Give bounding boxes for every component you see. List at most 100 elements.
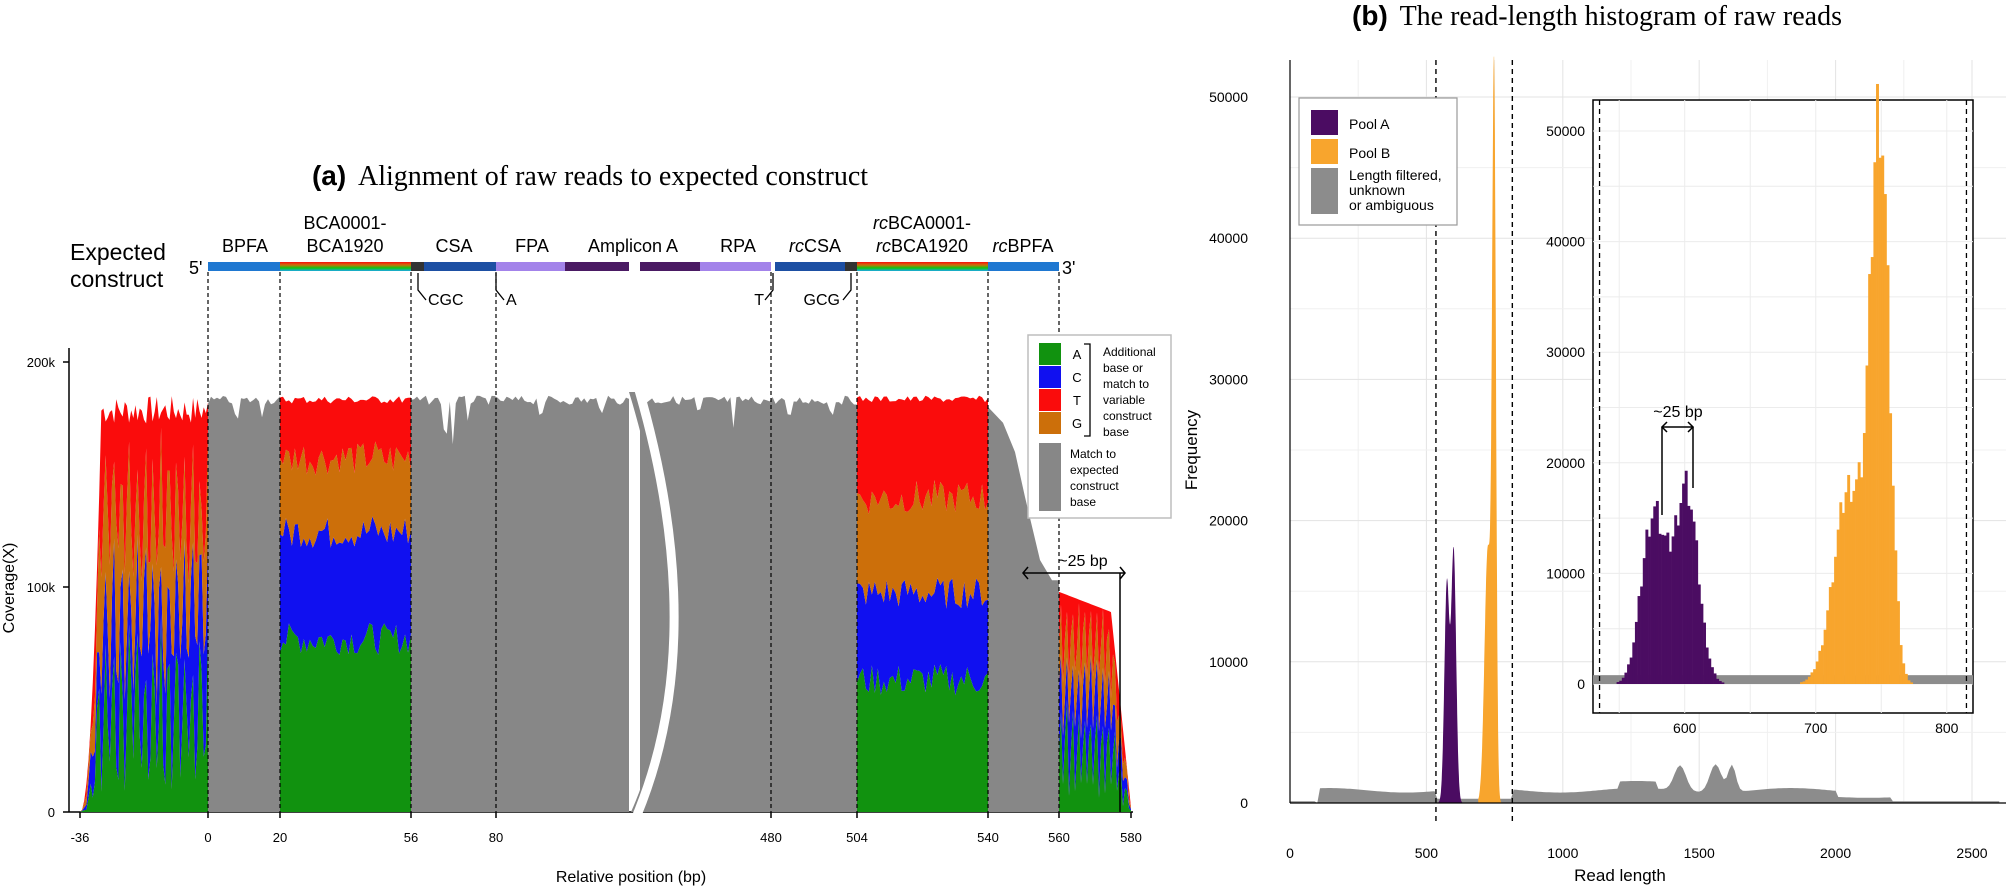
legend-swatch-match <box>1039 443 1061 511</box>
inset-bar-pool-b <box>1891 485 1895 684</box>
inset-bar-pool-a <box>1634 621 1638 684</box>
coverage-ramp-left-0 <box>80 614 208 812</box>
inset-bar-pool-b <box>1868 274 1872 684</box>
legend-swatch-pool-a <box>1311 110 1338 135</box>
y-tick-label-b: 0 <box>1240 795 1248 811</box>
inset-bar-pool-a <box>1692 521 1696 684</box>
region-name: BCA0001- <box>303 213 386 233</box>
construct-segment-rpa <box>700 262 771 271</box>
inset-bar-pool-a <box>1616 682 1620 684</box>
coverage-layer-C <box>280 516 411 655</box>
panel-b: (b) The read-length histogram of raw rea… <box>1182 0 2006 885</box>
y-tick-label-b: 40000 <box>1209 230 1248 246</box>
amplicon-break-mark <box>629 262 637 271</box>
construct-label-line1: Expected <box>70 239 166 265</box>
inset-bar-pool-b <box>1899 645 1903 684</box>
region-name: BCA1920 <box>306 236 383 256</box>
coverage-ramp-left-2 <box>80 427 208 812</box>
legend-match-text: base <box>1070 495 1096 509</box>
region-name: CSA <box>804 236 841 256</box>
inset-y-tick-label: 0 <box>1577 676 1585 692</box>
x-tick-label-b: 500 <box>1415 845 1439 861</box>
inset-bar-pool-a <box>1703 622 1706 684</box>
legend-label-pool-b: Pool B <box>1349 145 1390 161</box>
inset-bar-pool-a <box>1676 525 1680 684</box>
coverage-match-rpa-csa <box>640 395 857 812</box>
construct-segment-bca <box>280 262 411 271</box>
inset-bar-pool-a <box>1679 502 1683 684</box>
construct-labels: BPFA BCA0001- BCA1920 CSA FPA Amplicon A RPA rc… <box>222 213 1054 256</box>
y-tick-label-b: 50000 <box>1209 89 1248 105</box>
y-tick-label: 0 <box>48 805 55 820</box>
x-tick-label-b: 1500 <box>1684 845 1715 861</box>
coverage-layer-C <box>857 577 988 696</box>
inset-bar-pool-a <box>1697 584 1701 684</box>
inset-bar-pool-b <box>1876 83 1879 685</box>
inset-bar-pool-b <box>1813 669 1817 684</box>
callout-gcg-leader <box>842 273 852 301</box>
x-tick-label: 0 <box>204 830 211 845</box>
inset-bar-pool-a <box>1621 677 1625 684</box>
y-tick-label: 100k <box>27 580 56 595</box>
inset-bar-pool-b <box>1907 680 1911 684</box>
legend-letter-C: C <box>1072 370 1081 385</box>
inset-bar-pool-b <box>1802 681 1806 684</box>
callout-cgc-leader <box>417 273 427 301</box>
inset-bar-pool-a <box>1674 515 1678 684</box>
construct-segment-amplicon-right <box>640 262 700 271</box>
legend-variable-text: base <box>1103 425 1129 439</box>
legend-variable-text: match to <box>1103 377 1149 391</box>
coverage-match-decline <box>988 407 1059 812</box>
inset-bar-pool-b <box>1831 582 1835 684</box>
region-label-bpfa: BPFA <box>222 236 268 256</box>
construct-segment-cgc <box>411 262 424 271</box>
inset-bar-pool-b <box>1860 477 1864 684</box>
coverage-ramp-left-3 <box>80 396 208 812</box>
construct-3prime: 3' <box>1062 258 1075 278</box>
inset-bar-pool-b <box>1889 413 1893 684</box>
region-label-bca-line2: BCA1920 <box>306 236 383 256</box>
coverage-ramp-right-1 <box>1059 654 1131 811</box>
x-tick-label-b: 2500 <box>1956 845 1987 861</box>
panel-a-xlabel: Relative position (bp) <box>556 869 706 886</box>
coverage-ramp-left-1 <box>80 534 208 812</box>
inset-bar-pool-a <box>1708 658 1712 684</box>
region-label-amp: Amplicon A <box>588 236 678 256</box>
construct-segment-bpfa <box>208 262 280 271</box>
inset-bar-pool-b <box>1883 194 1887 684</box>
legend-label-filtered-2: unknown <box>1349 182 1405 198</box>
region-name: BPFA <box>1007 236 1053 256</box>
callout-cgc: CGC <box>428 292 464 309</box>
coverage-layer-T <box>280 396 411 476</box>
coverage-ramp-right-3 <box>1059 591 1131 809</box>
inset-y-tick-label: 40000 <box>1546 234 1585 250</box>
legend-swatch-filtered <box>1311 168 1338 214</box>
inset-bar-pool-a <box>1648 536 1651 684</box>
region-prefix: rc <box>873 213 888 233</box>
coverage-match-csa-fpa <box>411 395 629 812</box>
x-tick-label: 56 <box>404 830 418 845</box>
coverage-layer-A <box>280 623 411 812</box>
inset-bar-pool-b <box>1821 645 1824 684</box>
inset-bar-pool-a <box>1721 682 1725 684</box>
legend-variable-text: variable <box>1103 393 1145 407</box>
coverage-match-bpfa <box>208 396 280 812</box>
inset: 0 10000 20000 30000 40000 50000 600 700 800 ~25 … <box>1546 83 1974 736</box>
coverage-ramp-right-2 <box>1059 602 1131 810</box>
x-tick-label: 20 <box>273 830 287 845</box>
inset-bar-pool-a <box>1700 603 1704 684</box>
inset-bar-pool-b <box>1847 474 1851 684</box>
construct-segment-rcbpfa <box>988 262 1059 271</box>
legend-match-text: expected <box>1070 463 1119 477</box>
panel-b-title: (b) The read-length histogram of raw rea… <box>1352 0 1842 32</box>
inset-bar-pool-b <box>1823 629 1827 684</box>
inset-bar-pool-b <box>1807 676 1811 684</box>
x-tick-label: 80 <box>489 830 503 845</box>
region-label-rccsa: rcCSA <box>789 236 841 256</box>
x-tick-label-b: 2000 <box>1820 845 1851 861</box>
legend-label-filtered-1: Length filtered, <box>1349 167 1442 183</box>
inset-bar-pool-a <box>1671 536 1675 684</box>
inset-x-tick-label: 800 <box>1935 720 1959 736</box>
